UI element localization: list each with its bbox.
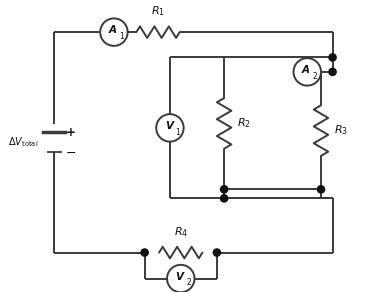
Circle shape [213,249,220,256]
Text: $R_3$: $R_3$ [334,124,347,137]
Circle shape [317,186,324,193]
Circle shape [167,265,194,292]
Circle shape [220,186,228,193]
Text: V: V [165,121,173,131]
Text: 1: 1 [176,128,180,137]
Circle shape [329,54,336,61]
Text: $-$: $-$ [65,146,76,159]
Text: 2: 2 [313,72,318,81]
Circle shape [329,68,336,76]
Text: $\Delta V_{\rm total}$: $\Delta V_{\rm total}$ [8,135,39,149]
Text: 1: 1 [120,32,124,41]
Text: A: A [109,25,117,35]
Text: $R_4$: $R_4$ [174,225,188,239]
Text: $R_2$: $R_2$ [237,117,251,130]
Circle shape [220,195,228,202]
Circle shape [100,18,128,46]
Circle shape [156,114,183,142]
Text: A: A [302,65,310,75]
Text: +: + [66,126,76,139]
Text: 2: 2 [186,278,191,287]
Text: $R_1$: $R_1$ [151,4,165,18]
Circle shape [294,58,321,86]
Text: V: V [176,272,184,282]
Circle shape [141,249,148,256]
